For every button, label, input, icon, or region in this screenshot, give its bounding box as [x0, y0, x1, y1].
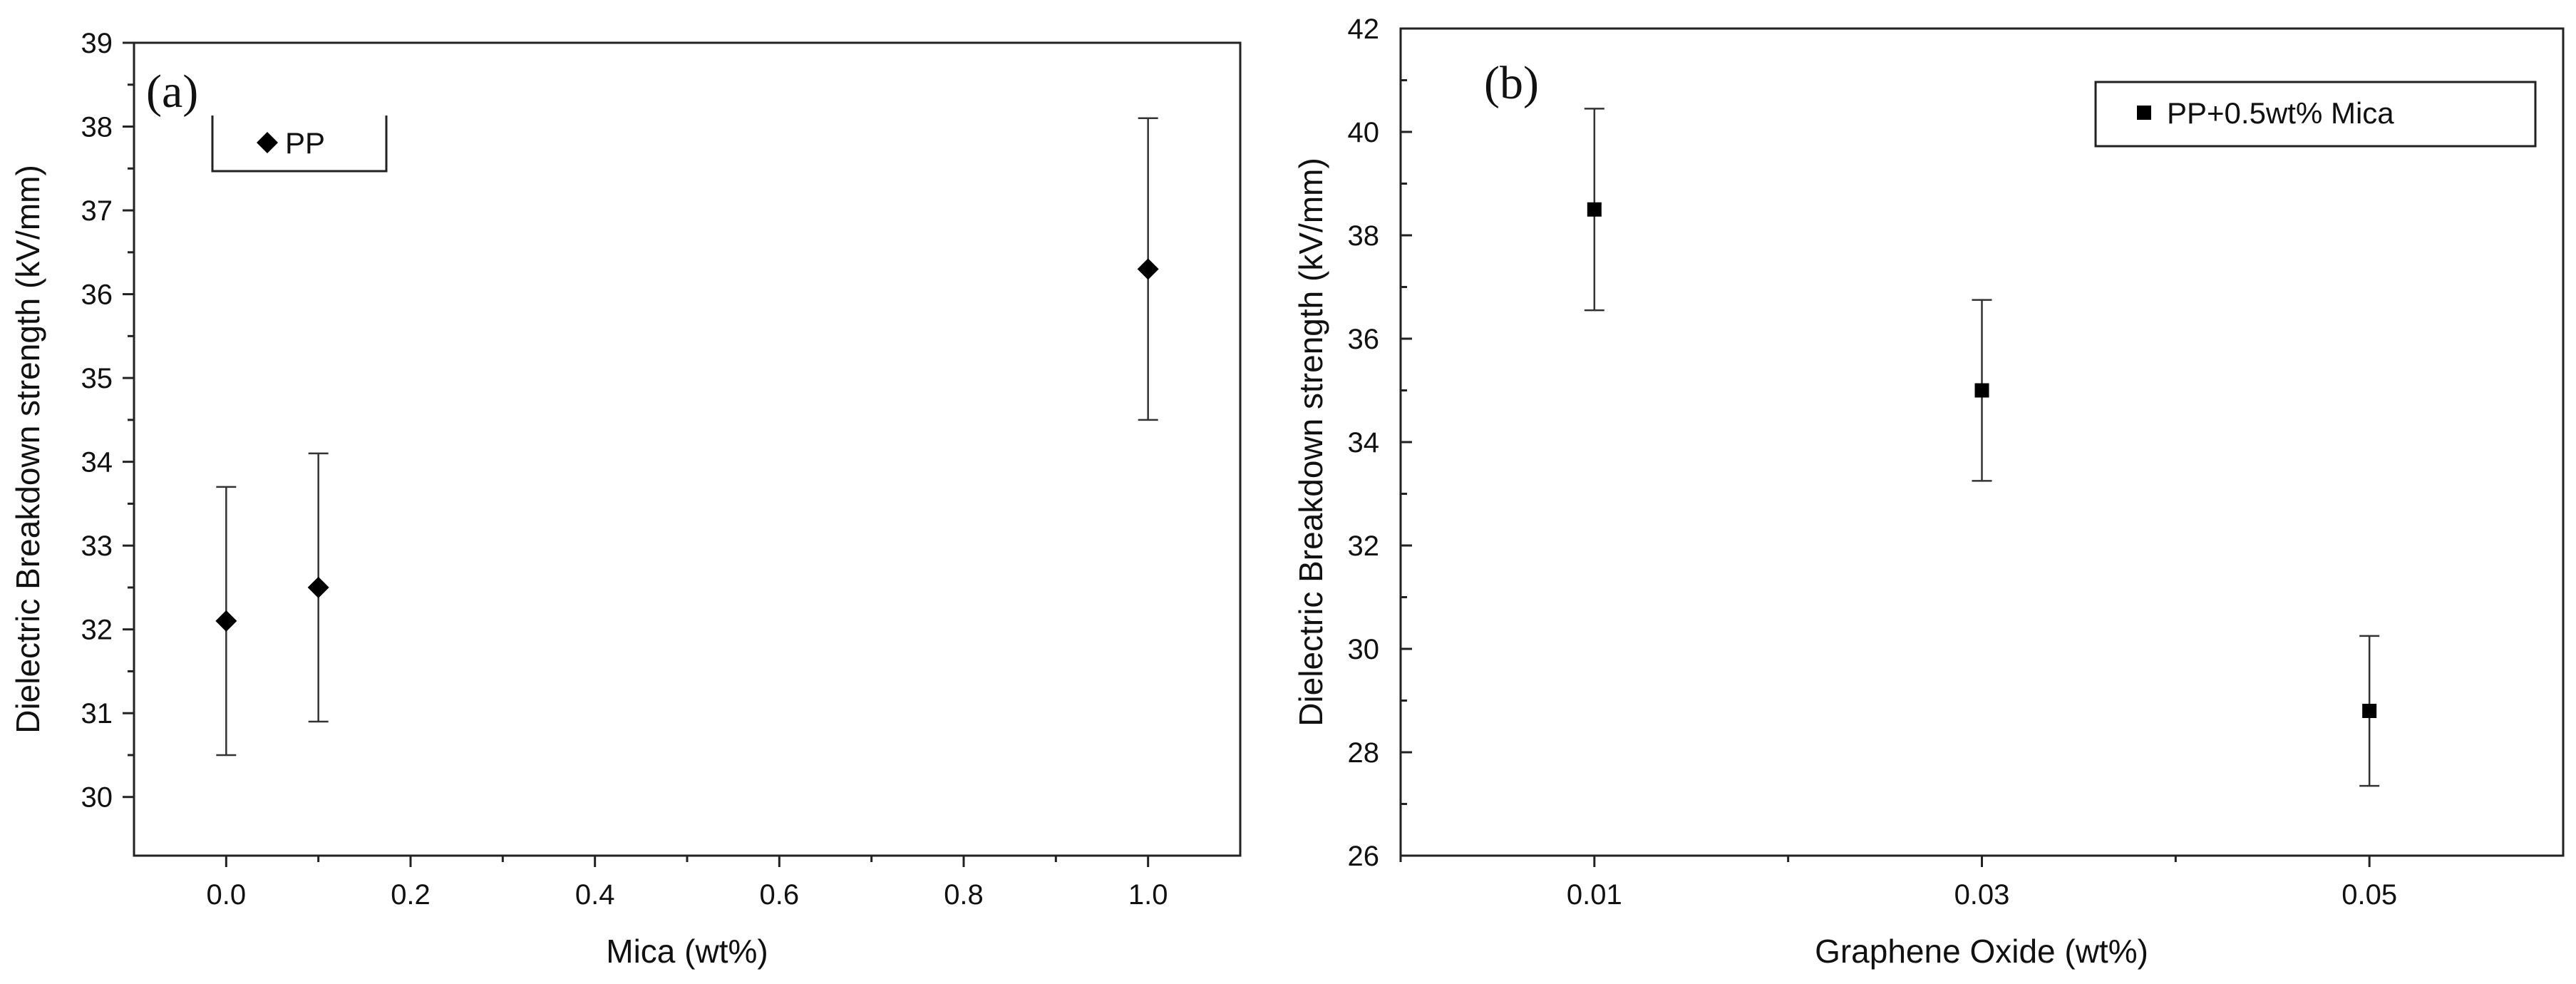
y-tick-label: 34: [81, 447, 113, 478]
y-tick-label: 32: [1348, 531, 1380, 562]
y-tick-label: 33: [81, 531, 113, 562]
legend-marker: [2137, 106, 2151, 120]
data-point: [1974, 383, 1989, 398]
y-axis-label: Dielectric Breakdown strength (kV/mm): [1292, 158, 1329, 727]
panel-label: (a): [146, 66, 198, 118]
x-axis-label: Mica (wt%): [606, 933, 768, 970]
x-tick-label: 0.01: [1567, 879, 1622, 911]
y-tick-label: 32: [81, 615, 113, 646]
data-point: [307, 576, 329, 598]
data-point: [1587, 202, 1602, 217]
legend-label: PP: [285, 126, 325, 160]
x-tick-label: 0.0: [207, 879, 247, 911]
y-tick-label: 39: [81, 28, 113, 59]
chart-panel-a: 0.0 0.2 0.4 0.6 0.8 1.0 30 31 32 33 34 35 36 37 38 39 Mi…: [9, 28, 1242, 970]
y-tick-label: 42: [1348, 14, 1380, 45]
y-tick-label: 30: [81, 782, 113, 814]
y-tick-label: 34: [1348, 427, 1380, 458]
data-point: [215, 610, 237, 632]
x-tick-label: 0.05: [2341, 879, 2397, 911]
x-tick-label: 1.0: [1128, 879, 1168, 911]
legend-box: [2094, 81, 2537, 148]
y-tick-label: 30: [1348, 634, 1380, 665]
y-tick-label: 38: [81, 112, 113, 143]
legend-marker: [257, 132, 278, 153]
data-point: [1137, 258, 1159, 280]
legend-box: [211, 116, 388, 173]
legend-label: PP+0.5wt% Mica: [2167, 96, 2394, 130]
y-tick-label: 31: [81, 698, 113, 729]
y-axis-label: Dielectric Breakdown strength (kV/mm): [9, 165, 46, 734]
panel-label: (b): [1484, 57, 1539, 109]
y-tick-label: 35: [81, 363, 113, 394]
x-tick-label: 0.8: [944, 879, 984, 911]
y-tick-label: 36: [1348, 324, 1380, 355]
y-tick-label: 26: [1348, 841, 1380, 872]
y-tick-label: 28: [1348, 737, 1380, 769]
x-tick-label: 0.03: [1954, 879, 2010, 911]
chart-panel-b: 0.01 0.03 0.05 26 28 30 32 34 36 38 40 42 Graphene O…: [1292, 14, 2565, 970]
x-tick-label: 0.2: [391, 879, 431, 911]
y-tick-label: 38: [1348, 220, 1380, 252]
data-point: [2362, 704, 2377, 718]
x-tick-label: 0.4: [575, 879, 615, 911]
x-tick-label: 0.6: [760, 879, 800, 911]
y-tick-label: 36: [81, 280, 113, 311]
y-tick-label: 37: [81, 195, 113, 227]
y-tick-label: 40: [1348, 117, 1380, 148]
x-axis-label: Graphene Oxide (wt%): [1815, 933, 2148, 970]
